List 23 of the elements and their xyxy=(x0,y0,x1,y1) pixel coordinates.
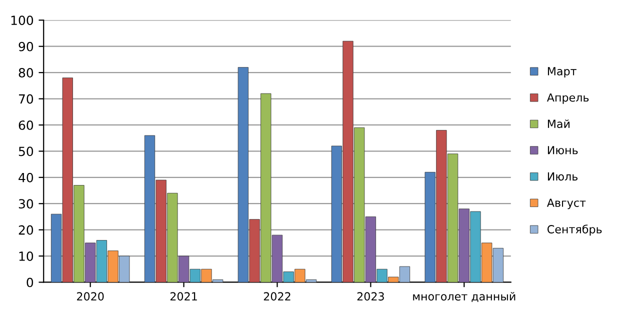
x-tick-label: 2022 xyxy=(264,292,290,301)
legend-label: Сентябрь xyxy=(547,224,602,236)
legend-label: Август xyxy=(546,198,586,210)
x-tick-label: 2021 xyxy=(170,292,197,301)
y-tick-label: 40 xyxy=(18,172,34,182)
x-tick-label: 2020 xyxy=(77,292,104,301)
legend-label: Май xyxy=(548,119,570,128)
legend-label: Июнь xyxy=(548,146,578,154)
y-tick-label: 90 xyxy=(18,42,34,52)
legend-label: Июль xyxy=(548,172,578,181)
x-tick-label: многолет данный xyxy=(413,292,516,302)
y-tick-label: 10 xyxy=(19,252,34,261)
y-tick-label: 50 xyxy=(18,146,34,156)
y-tick-label: 100 xyxy=(11,16,34,26)
y-tick-label: 80 xyxy=(18,68,34,78)
y-tick-label: 0 xyxy=(26,278,34,288)
x-tick-label: 2023 xyxy=(357,292,384,301)
y-tick-label: 20 xyxy=(18,225,34,235)
y-tick-label: 30 xyxy=(18,199,34,209)
legend-label: Март xyxy=(548,67,576,78)
y-tick-label: 60 xyxy=(18,120,34,130)
legend-label: Апрель xyxy=(546,93,589,104)
y-tick-label: 70 xyxy=(19,94,34,104)
